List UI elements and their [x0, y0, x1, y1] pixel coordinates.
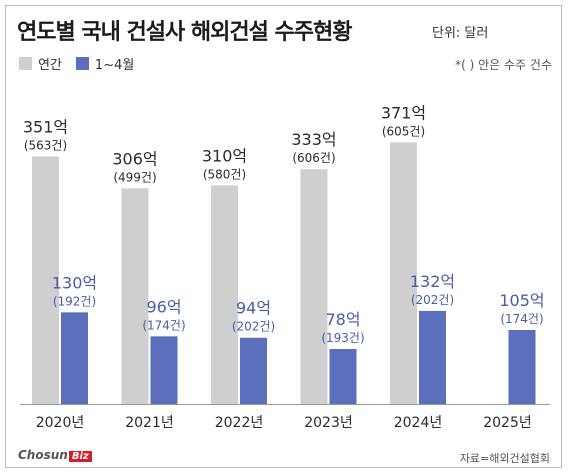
value-label-jan-apr-2024년: 132억	[410, 272, 455, 291]
value-label-annual-2021년: 306억	[112, 149, 157, 168]
count-label-annual-2022년: (580건)	[203, 167, 246, 181]
count-label-jan-apr-2020년: (192건)	[53, 294, 96, 308]
legend-swatch-jan-apr	[75, 57, 89, 70]
value-label-jan-apr-2022년: 94억	[236, 299, 271, 318]
value-label-annual-2020년: 351억	[23, 118, 68, 137]
unit-label: 단위: 달러	[432, 26, 489, 41]
chart-title: 연도별 국내 건설사 해외건설 수주현황	[17, 20, 352, 45]
value-label-jan-apr-2025년: 105억	[499, 291, 544, 310]
count-label-jan-apr-2021년: (174건)	[142, 318, 185, 332]
bar-annual-2023년	[300, 169, 328, 404]
bar-annual-2024년	[390, 142, 417, 404]
bar-annual-2020년	[32, 156, 59, 404]
logo-text: Chosun	[18, 448, 68, 462]
legend-swatch-annual	[19, 57, 32, 70]
value-label-annual-2023년: 333억	[291, 130, 336, 149]
x-tick-label-2024년: 2024년	[394, 415, 443, 431]
bar-jan-apr-2020년	[61, 312, 88, 404]
count-label-jan-apr-2022년: (202건)	[232, 320, 275, 334]
publisher-logo: Chosun Biz	[18, 448, 92, 462]
x-tick-label-2025년: 2025년	[483, 415, 532, 431]
source-note: 자료=해외건설협회	[459, 452, 550, 465]
count-note: *( ) 안은 수주 건수	[455, 58, 552, 72]
legend-label-jan-apr: 1~4월	[94, 58, 135, 73]
count-label-jan-apr-2024년: (202건)	[411, 293, 454, 307]
count-label-annual-2021년: (499건)	[113, 170, 156, 184]
count-label-annual-2024년: (605건)	[382, 124, 425, 138]
bar-jan-apr-2022년	[240, 337, 267, 404]
count-label-annual-2023년: (606건)	[292, 151, 335, 165]
x-tick-label-2023년: 2023년	[304, 415, 353, 431]
legend-label-annual: 연간	[38, 58, 62, 73]
value-label-jan-apr-2021년: 96억	[146, 297, 181, 316]
count-label-annual-2020년: (563건)	[24, 139, 67, 153]
value-label-annual-2022년: 310억	[202, 146, 247, 165]
bar-jan-apr-2021년	[150, 336, 178, 404]
legend: 연간 1~4월	[19, 54, 148, 73]
x-tick-label-2021년: 2021년	[125, 415, 174, 431]
bar-annual-2021년	[121, 188, 149, 404]
logo-badge: Biz	[68, 451, 92, 462]
bar-jan-apr-2025년	[508, 329, 536, 404]
x-tick-label-2020년: 2020년	[36, 415, 85, 431]
legend-item-annual: 연간	[19, 54, 62, 73]
bar-jan-apr-2024년	[419, 310, 446, 404]
count-label-jan-apr-2025년: (174건)	[500, 312, 543, 326]
x-tick-label-2022년: 2022년	[215, 415, 264, 431]
chart-frame	[5, 5, 562, 468]
value-label-annual-2024년: 371억	[381, 103, 426, 122]
value-label-jan-apr-2023년: 78억	[325, 310, 360, 329]
bar-annual-2022년	[211, 185, 238, 404]
value-label-jan-apr-2020년: 130억	[52, 273, 97, 292]
legend-item-jan-apr: 1~4월	[75, 54, 135, 73]
bar-jan-apr-2023년	[329, 349, 357, 404]
count-label-jan-apr-2023년: (193건)	[321, 331, 364, 345]
